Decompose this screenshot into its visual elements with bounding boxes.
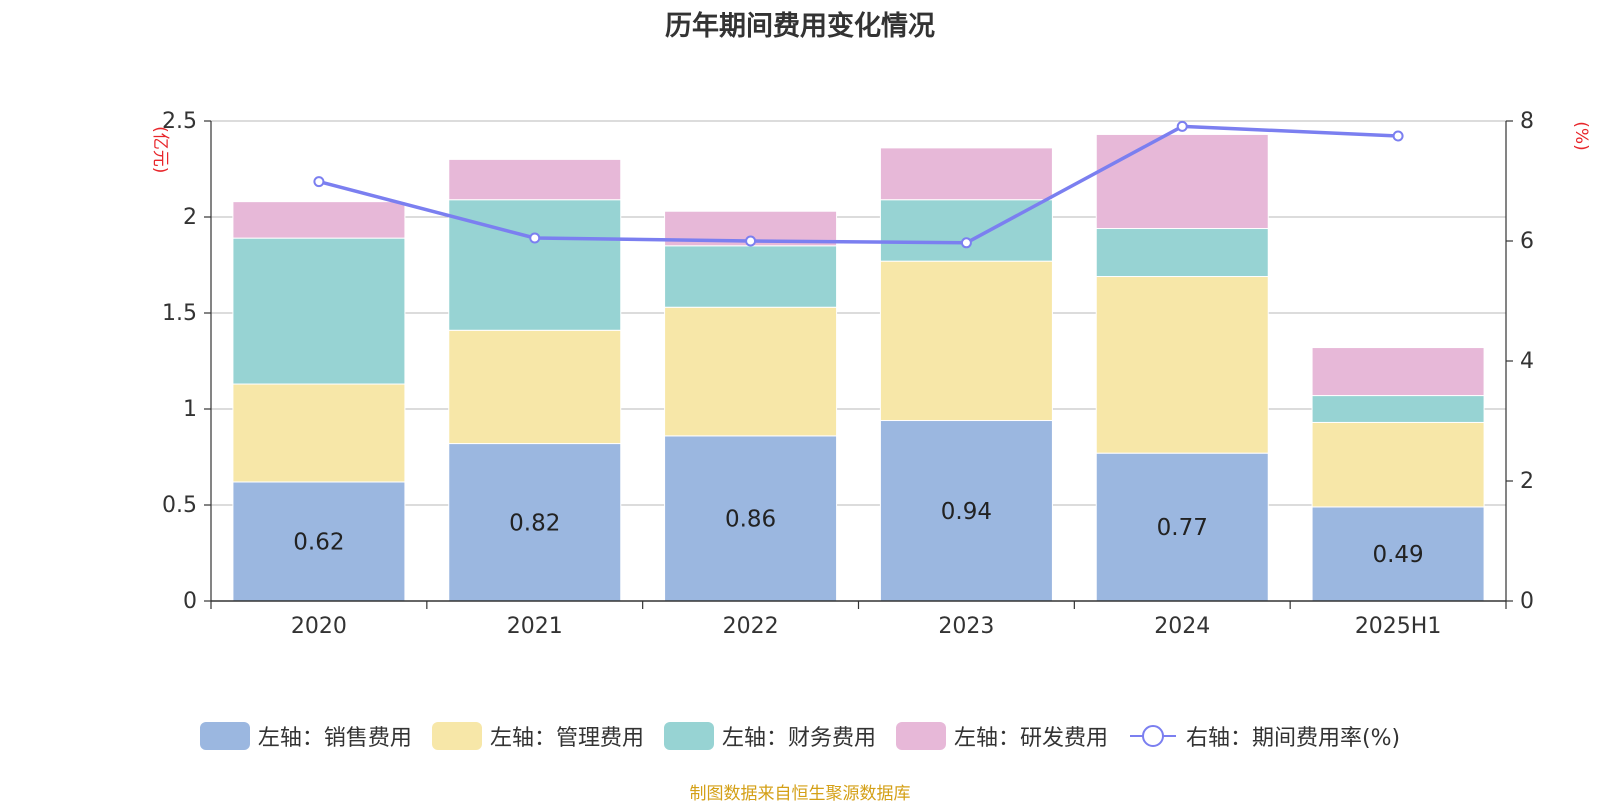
y-right-tick-label: 0	[1520, 589, 1534, 614]
legend-item[interactable]: 左轴：销售费用	[199, 720, 412, 752]
rate-point	[313, 176, 325, 188]
bar-data-label: 0.82	[509, 510, 560, 536]
legend-item[interactable]: 左轴：研发费用	[895, 720, 1108, 752]
bar-data-label: 0.94	[941, 499, 992, 525]
bar-segment	[448, 329, 622, 445]
bar-segment	[879, 260, 1053, 422]
legend-swatch	[663, 722, 714, 750]
rate-point	[529, 232, 541, 244]
bar-data-label: 0.86	[725, 506, 776, 532]
y-right-tick-label: 2	[1520, 469, 1534, 494]
y-right-axis-label: (%)	[1571, 121, 1591, 150]
x-tick-label: 2021	[507, 614, 563, 639]
bar-segment	[232, 383, 406, 483]
bar-segment	[879, 147, 1053, 201]
chart-legend: 左轴：销售费用 左轴：管理费用 左轴：财务费用 左轴：研发费用 右轴：期间费用率(%)	[0, 718, 1600, 754]
bar-segment	[1095, 228, 1269, 278]
bar-data-label: 0.62	[293, 529, 344, 555]
y-left-tick-label: 0.5	[162, 493, 197, 518]
x-tick-label: 2023	[938, 614, 994, 639]
legend-label: 左轴：财务费用	[721, 726, 876, 751]
y-left-axis-label: (亿元)	[150, 126, 170, 173]
bar-segment	[1311, 395, 1485, 423]
bar-segment	[448, 199, 622, 331]
chart-title: 历年期间费用变化情况	[665, 11, 935, 42]
rate-point	[745, 235, 757, 247]
bar-segment	[664, 245, 838, 308]
legend-item[interactable]: 左轴：财务费用	[663, 720, 876, 752]
legend-item[interactable]: 右轴：期间费用率(%)	[1128, 720, 1400, 752]
bar-segment	[1095, 452, 1269, 602]
y-left-tick-label: 2	[183, 205, 197, 230]
legend-label: 左轴：销售费用	[257, 726, 412, 751]
bar-segment	[232, 201, 406, 239]
bar-segment	[1311, 347, 1485, 397]
y-left-tick-label: 1	[183, 397, 197, 422]
bar-segment	[664, 435, 838, 602]
y-left-tick-label: 1.5	[162, 301, 197, 326]
bar-data-label: 0.77	[1157, 515, 1208, 541]
x-tick-label: 2024	[1154, 614, 1210, 639]
legend-swatch	[895, 722, 946, 750]
y-right-tick-label: 8	[1520, 109, 1534, 134]
bar-data-label: 0.49	[1372, 542, 1423, 568]
x-tick-label: 2025H1	[1355, 614, 1442, 639]
y-left-tick-label: 2.5	[162, 109, 197, 134]
bar-segment	[1095, 133, 1269, 230]
rate-point	[1392, 130, 1404, 142]
bar-segment	[664, 306, 838, 437]
rate-point	[1176, 120, 1188, 132]
bar-segment	[879, 420, 1053, 602]
y-right-tick-label: 4	[1520, 349, 1534, 374]
rate-line	[318, 124, 1399, 245]
legend-line-icon	[1129, 725, 1176, 747]
bar-segment	[1311, 421, 1485, 508]
legend-item[interactable]: 左轴：管理费用	[431, 720, 644, 752]
legend-label: 左轴：研发费用	[953, 726, 1108, 751]
bar-segment	[232, 237, 406, 385]
x-tick-label: 2022	[723, 614, 779, 639]
y-left-tick-label: 0	[183, 589, 197, 614]
bar-segment	[1095, 276, 1269, 454]
bar-segment	[448, 158, 622, 201]
legend-label: 右轴：期间费用率(%)	[1185, 726, 1401, 751]
x-tick-label: 2020	[291, 614, 347, 639]
y-right-tick-label: 6	[1520, 229, 1534, 254]
legend-label: 左轴：管理费用	[489, 726, 644, 751]
rate-point	[960, 237, 972, 249]
data-source-note: 制图数据来自恒生聚源数据库	[689, 784, 911, 804]
legend-swatch	[199, 722, 250, 750]
legend-swatch	[431, 722, 482, 750]
